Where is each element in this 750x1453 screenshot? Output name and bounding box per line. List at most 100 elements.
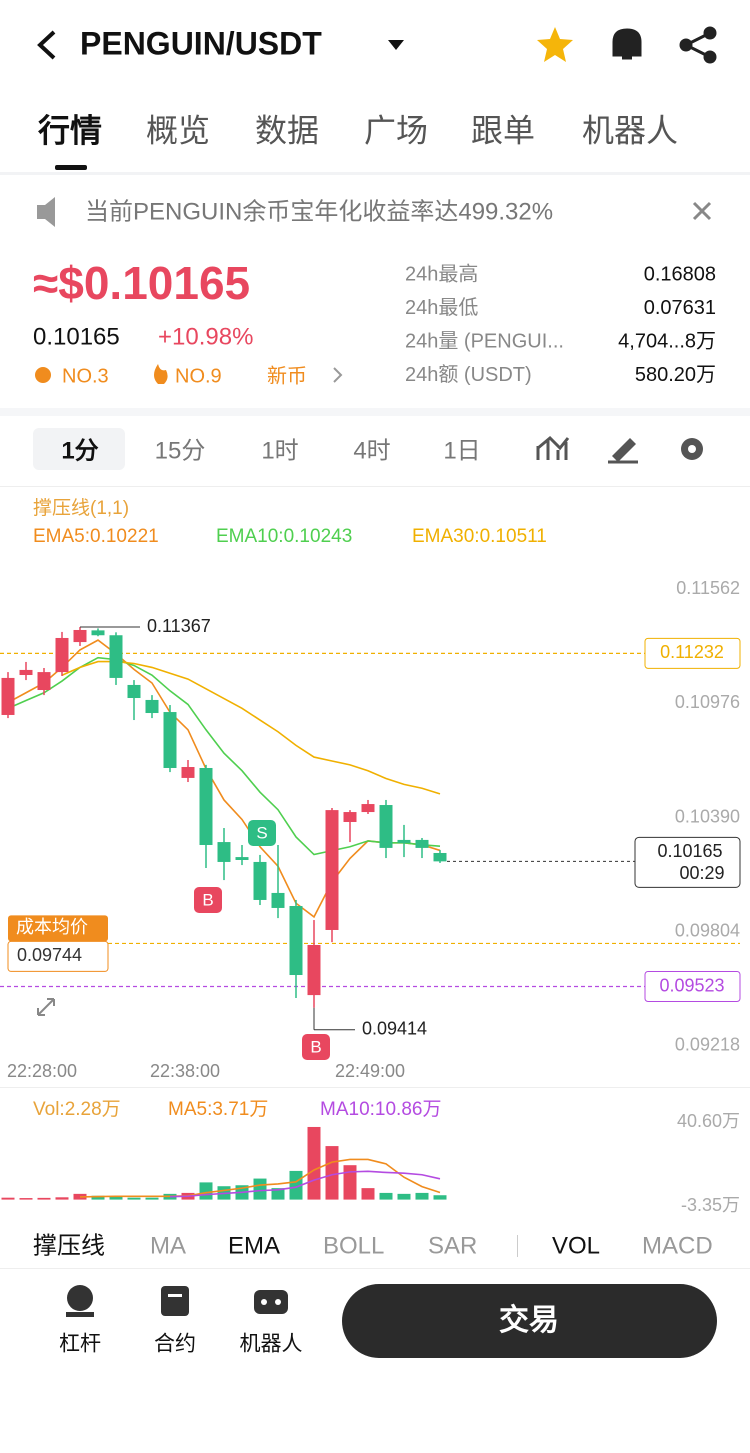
last-price-box	[634, 836, 741, 888]
indicator-tab[interactable]: BOLL	[323, 1232, 384, 1259]
leverage-icon[interactable]	[66, 1285, 94, 1317]
volume-bar	[253, 1178, 267, 1200]
draw-icon[interactable]	[608, 438, 638, 464]
candle-body	[307, 944, 321, 996]
volume-bar	[397, 1193, 411, 1200]
tab[interactable]: 数据	[255, 112, 319, 148]
indicator-tab[interactable]: EMA	[228, 1232, 280, 1259]
x-tick-label: 22:49:00	[335, 1061, 405, 1081]
interval[interactable]: 1分	[61, 437, 98, 464]
vol-ma-line	[79, 1158, 441, 1198]
chevron[interactable]	[333, 367, 343, 383]
price-line-label: 0.11232	[660, 642, 724, 662]
trade-button-label[interactable]: 交易	[499, 1303, 559, 1337]
tab[interactable]: 概览	[146, 112, 210, 148]
y-tick-label: 0.10976	[675, 692, 740, 712]
candle-body	[163, 712, 177, 768]
tab[interactable]: 广场	[364, 112, 428, 148]
contract-icon[interactable]	[161, 1286, 189, 1316]
indicator-icon[interactable]	[536, 435, 570, 460]
cost-value-box	[7, 940, 109, 972]
volume-bar	[37, 1197, 51, 1200]
cost-tag-bg	[8, 915, 108, 942]
stat-value: 4,704...8万	[618, 330, 716, 352]
notice-text[interactable]: 当前PENGUIN余币宝年化收益率达499.32%	[85, 198, 553, 225]
volume-bar	[325, 1146, 339, 1200]
bot-icon[interactable]	[254, 1290, 288, 1314]
alert-icon[interactable]	[612, 28, 642, 60]
legend-title: 撑压线(1,1)	[33, 497, 129, 519]
candle-body	[181, 767, 195, 778]
volume-bar	[127, 1197, 141, 1200]
close-notice[interactable]	[692, 201, 712, 221]
y-tick-label: -3.35万	[681, 1195, 740, 1215]
indicator-tab[interactable]: MA	[150, 1232, 186, 1259]
separator	[517, 1235, 518, 1257]
y-tick-label: 40.60万	[677, 1111, 740, 1131]
last-price: 0.10165	[33, 323, 120, 350]
tab[interactable]: 行情	[38, 112, 102, 148]
back-button[interactable]	[37, 30, 56, 60]
indicator-tab[interactable]: SAR	[428, 1232, 477, 1259]
vol-legend: Vol:2.28万	[33, 1099, 121, 1120]
nav-label[interactable]: 合约	[154, 1333, 196, 1356]
candle-body	[199, 767, 213, 845]
indicator-tab[interactable]: MACD	[642, 1232, 713, 1259]
rank-icon	[35, 367, 51, 383]
expand-icon[interactable]	[37, 998, 55, 1016]
stat-value: 580.20万	[635, 364, 716, 386]
price-line-label: 0.09523	[659, 975, 724, 995]
rank-badge[interactable]: NO.3	[62, 365, 109, 387]
dropdown-icon[interactable]	[388, 40, 404, 50]
candle-body	[235, 857, 249, 860]
volume-bar	[307, 1126, 321, 1200]
favorite-icon[interactable]	[537, 27, 573, 62]
candle-body	[73, 629, 87, 643]
candle-body	[271, 892, 285, 908]
trade-marker	[194, 887, 222, 913]
interval[interactable]: 1时	[261, 437, 298, 464]
hot-icon	[154, 364, 168, 384]
vol-ma-line	[169, 1170, 441, 1198]
candle-body	[379, 805, 393, 848]
legend-entry: EMA5:0.10221	[33, 526, 159, 547]
indicator-tab[interactable]: 撑压线	[33, 1232, 105, 1259]
interval[interactable]: 15分	[155, 437, 206, 464]
nav-label[interactable]: 机器人	[240, 1333, 303, 1356]
tab[interactable]: 机器人	[582, 112, 678, 148]
stat-label: 24h最低	[405, 296, 478, 319]
candle-body	[91, 630, 105, 636]
trade-marker-label: B	[202, 890, 213, 909]
nav-label[interactable]: 杠杆	[59, 1333, 101, 1356]
volume-bar	[109, 1196, 123, 1200]
candle-body	[109, 635, 123, 678]
candle-body	[289, 906, 303, 976]
candle-body	[19, 669, 33, 676]
last-price-label: 0.10165	[657, 841, 722, 861]
share-icon[interactable]	[679, 26, 717, 64]
settings-icon[interactable]	[681, 438, 703, 460]
divider	[0, 486, 750, 487]
stat-label: 24h量 (PENGUI...	[405, 330, 564, 352]
stat-label: 24h额 (USDT)	[405, 363, 532, 386]
tab[interactable]: 跟单	[471, 112, 535, 148]
stat-value: 0.16808	[644, 263, 716, 285]
new-badge[interactable]: 新币	[267, 364, 307, 387]
interval[interactable]: 4时	[353, 437, 390, 464]
interval[interactable]: 1日	[443, 437, 480, 464]
vol-legend: MA10:10.86万	[320, 1099, 441, 1120]
trade-button[interactable]	[342, 1284, 717, 1358]
price-change: +10.98%	[158, 323, 253, 350]
stat-label: 24h最高	[405, 262, 478, 285]
candle-body	[415, 839, 429, 848]
hot-badge[interactable]: NO.9	[175, 365, 222, 387]
volume-bar	[145, 1197, 159, 1200]
pair-title[interactable]: PENGUIN/USDT	[80, 25, 322, 61]
ema-line	[61, 660, 441, 795]
candle-body	[55, 637, 69, 673]
indicator-tab[interactable]: VOL	[552, 1232, 600, 1259]
x-tick-label: 22:38:00	[150, 1061, 220, 1081]
legend-entry: EMA10:0.10243	[216, 526, 352, 547]
